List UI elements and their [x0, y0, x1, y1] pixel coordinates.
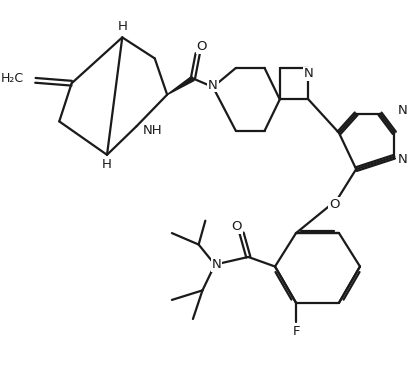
- Text: N: N: [398, 104, 408, 117]
- Text: O: O: [232, 220, 242, 233]
- Text: H₂C: H₂C: [1, 72, 24, 85]
- Text: N: N: [212, 258, 222, 271]
- Text: F: F: [292, 325, 300, 338]
- Polygon shape: [167, 76, 194, 95]
- Text: H: H: [102, 158, 112, 171]
- Text: N: N: [208, 79, 218, 91]
- Text: O: O: [196, 41, 207, 53]
- Text: O: O: [329, 198, 339, 211]
- Text: N: N: [398, 153, 408, 166]
- Text: N: N: [304, 67, 313, 80]
- Text: NH: NH: [142, 124, 162, 137]
- Text: H: H: [118, 20, 127, 34]
